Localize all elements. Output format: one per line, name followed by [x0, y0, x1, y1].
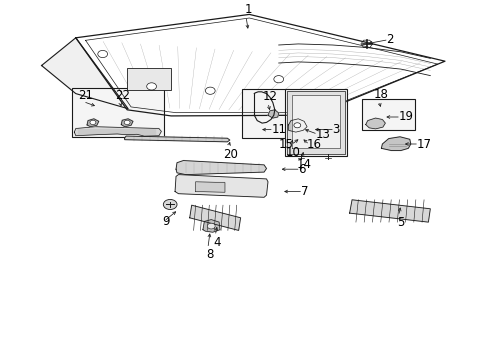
Text: 8: 8 [206, 248, 214, 261]
Bar [361, 99, 414, 130]
Polygon shape [74, 127, 161, 136]
Text: 1: 1 [244, 3, 252, 16]
Bar [127, 68, 171, 90]
Text: 18: 18 [373, 88, 388, 101]
Polygon shape [286, 91, 345, 154]
Polygon shape [349, 200, 429, 222]
Text: 11: 11 [271, 123, 286, 136]
Polygon shape [87, 119, 99, 127]
Polygon shape [41, 38, 128, 109]
Text: 4: 4 [213, 236, 221, 249]
Bar [72, 88, 163, 137]
Text: 7: 7 [300, 185, 307, 198]
Circle shape [124, 120, 130, 125]
Polygon shape [267, 110, 278, 118]
Text: 17: 17 [416, 138, 431, 150]
Polygon shape [195, 182, 224, 192]
Text: 19: 19 [398, 111, 413, 123]
Text: 2: 2 [386, 33, 393, 46]
Bar [285, 89, 346, 156]
Text: 15: 15 [279, 138, 293, 151]
Circle shape [273, 76, 283, 83]
Text: 22: 22 [115, 89, 129, 102]
Text: 10: 10 [285, 146, 300, 159]
Polygon shape [288, 119, 306, 132]
Text: 9: 9 [162, 215, 170, 228]
Circle shape [146, 83, 156, 90]
Text: 3: 3 [332, 123, 339, 136]
Circle shape [90, 120, 96, 125]
Polygon shape [124, 136, 229, 142]
Text: 5: 5 [396, 216, 404, 229]
Polygon shape [175, 175, 267, 197]
Text: 20: 20 [223, 148, 238, 161]
Circle shape [98, 50, 107, 58]
Polygon shape [176, 161, 266, 175]
Polygon shape [203, 220, 220, 232]
Text: 14: 14 [296, 158, 311, 171]
Polygon shape [291, 95, 340, 148]
Text: 21: 21 [78, 89, 93, 102]
Polygon shape [381, 137, 410, 150]
Circle shape [163, 199, 177, 210]
Circle shape [293, 123, 300, 128]
Circle shape [207, 223, 215, 229]
Polygon shape [121, 119, 133, 127]
Polygon shape [189, 205, 240, 230]
Text: 12: 12 [263, 90, 277, 103]
Bar [242, 89, 288, 138]
Circle shape [205, 87, 215, 94]
Text: 16: 16 [306, 138, 322, 151]
Polygon shape [365, 118, 385, 129]
Text: 6: 6 [298, 163, 305, 176]
Text: 13: 13 [315, 128, 329, 141]
